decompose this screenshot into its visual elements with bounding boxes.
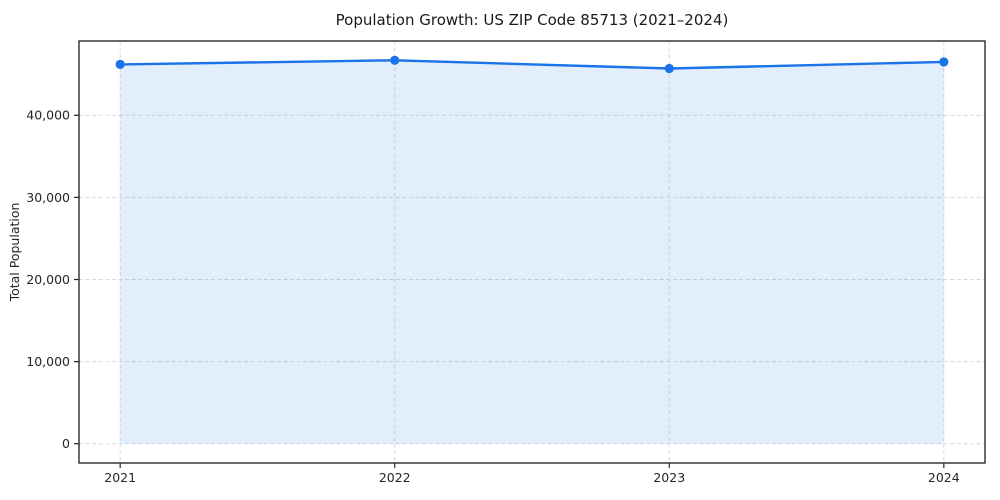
y-axis-label: Total Population: [7, 203, 22, 303]
y-tick-label: 0: [62, 436, 70, 451]
data-point-marker-2021: [115, 59, 125, 69]
y-tick-label: 20,000: [26, 272, 70, 287]
x-tick-label: 2023: [653, 470, 685, 485]
y-tick-label: 10,000: [26, 354, 70, 369]
area-fill: [120, 60, 944, 444]
data-line: [118, 59, 946, 70]
chart-layers: 0 10,000 20,000 30,000 40,000 2021 2022 2023 202…: [26, 40, 986, 485]
x-tick-label: 2022: [379, 470, 411, 485]
y-tick-label: 40,000: [26, 108, 70, 123]
data-point-marker-2023: [664, 63, 674, 74]
x-tick-label: 2024: [928, 470, 960, 485]
y-tick-label: 30,000: [26, 190, 70, 205]
plot-border: [78, 40, 986, 464]
x-tick-label: 2021: [104, 470, 136, 485]
data-point-marker-2024: [939, 57, 949, 67]
data-point-marker-2022: [390, 55, 400, 65]
chart-title: Population Growth: US ZIP Code 85713 (20…: [336, 11, 729, 29]
